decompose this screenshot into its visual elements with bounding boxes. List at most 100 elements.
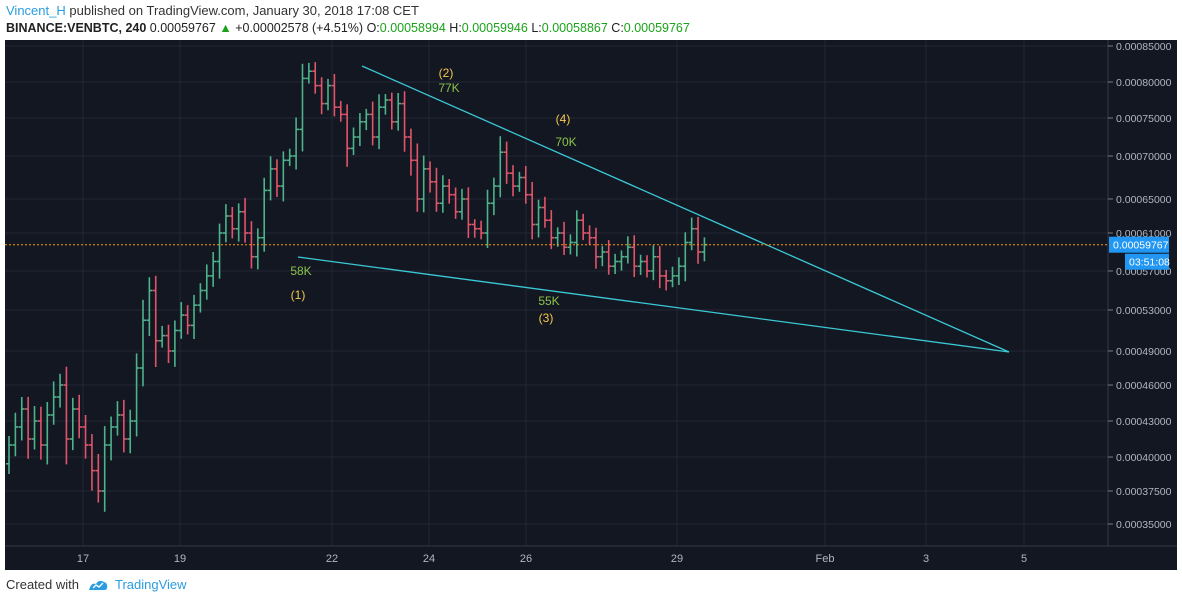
price-tick-label: 0.00065000 <box>1116 194 1172 206</box>
lower-trendline <box>297 256 1010 353</box>
up-bar <box>650 245 657 281</box>
ohlc-bars <box>6 62 708 512</box>
up-bar <box>618 250 625 271</box>
down-bar <box>25 396 32 459</box>
volume-label: 70K <box>555 135 576 149</box>
up-bar <box>356 113 363 147</box>
down-bar <box>273 159 280 197</box>
price-tick-label: 0.00040000 <box>1116 452 1172 464</box>
price-tick-label: 0.00080000 <box>1116 77 1172 89</box>
up-bar <box>171 320 178 367</box>
up-bar <box>612 253 619 274</box>
volume-label: 58K <box>290 264 311 278</box>
up-bar <box>420 155 427 213</box>
up-bar <box>261 177 268 252</box>
up-bar <box>675 257 682 285</box>
down-bar <box>605 240 612 275</box>
down-bar <box>331 73 338 117</box>
published-text: published on TradingView.com, January 30… <box>69 3 419 18</box>
volume-label: 55K <box>538 294 559 308</box>
price-tick-label: 0.00046000 <box>1116 380 1172 392</box>
up-bar <box>497 136 504 198</box>
down-bar <box>644 255 650 278</box>
wave-label: (3) <box>539 311 554 325</box>
up-bar <box>490 177 497 216</box>
up-bar <box>382 94 389 115</box>
down-bar <box>242 197 249 243</box>
up-bar <box>299 63 306 152</box>
up-bar <box>254 228 261 270</box>
down-bar <box>337 100 344 122</box>
up-bar <box>203 264 210 300</box>
down-bar <box>586 225 593 245</box>
current-price-tag <box>1109 236 1169 253</box>
time-axis[interactable]: 17 19 22 24 26 29 Feb 3 5 <box>77 553 1027 565</box>
close-label: C: <box>611 21 624 35</box>
down-bar <box>401 91 408 152</box>
up-bar <box>484 189 491 248</box>
up-bar <box>222 204 229 243</box>
up-bar <box>669 266 676 288</box>
publish-info: Vincent_H published on TradingView.com, … <box>6 3 419 18</box>
up-bar <box>458 188 465 220</box>
author-link[interactable]: Vincent_H <box>6 3 66 18</box>
up-bar <box>191 294 198 340</box>
time-tick-label: 5 <box>1021 553 1027 565</box>
price-tick-label: 0.00043000 <box>1116 416 1172 428</box>
up-bar <box>599 246 606 267</box>
up-bar <box>133 353 140 437</box>
down-bar <box>663 269 670 291</box>
symbol-info-bar: BINANCE:VENBTC, 240 0.00059767 ▲ +0.0000… <box>6 21 690 35</box>
down-bar <box>427 161 434 193</box>
time-tick-label: 17 <box>77 553 89 565</box>
down-bar <box>548 210 555 250</box>
down-bar <box>656 246 663 289</box>
down-bar <box>37 406 44 460</box>
down-bar <box>120 399 127 453</box>
low-label: L: <box>531 21 542 35</box>
down-bar <box>312 62 319 94</box>
down-bar <box>522 166 529 204</box>
down-bar <box>76 394 83 439</box>
price-tick-label: 0.00037500 <box>1116 486 1172 498</box>
price-axis-background[interactable] <box>1108 40 1177 546</box>
wave-label: (4) <box>556 112 571 126</box>
low-value: 0.00058867 <box>541 21 608 35</box>
up-bar <box>44 401 51 465</box>
up-bar <box>50 381 57 425</box>
down-bar <box>407 128 414 176</box>
price-chart[interactable]: (1) 58K (2)77K (3) 55K (4) 70K 0.00085000 0.000… <box>5 40 1177 570</box>
up-bar <box>637 254 644 275</box>
up-bar <box>363 108 370 131</box>
time-tick-label: 26 <box>520 553 532 565</box>
up-bar <box>286 148 293 167</box>
countdown-tag-text: 03:51:08 <box>1129 257 1170 269</box>
down-bar <box>369 101 376 146</box>
up-bar <box>573 210 580 257</box>
price-labels: 0.00059767 03:51:08 <box>1109 236 1170 270</box>
created-with-text: Created with <box>6 577 79 592</box>
down-bar <box>152 275 159 368</box>
up-bar <box>31 406 38 450</box>
price-tick-label: 0.00053000 <box>1116 305 1172 317</box>
time-tick-label: 19 <box>174 553 186 565</box>
up-bar <box>108 416 115 461</box>
down-bar <box>695 216 702 264</box>
up-bar <box>325 78 331 111</box>
tradingview-link[interactable]: TradingView <box>114 577 187 592</box>
down-bar <box>446 179 453 204</box>
upper-trendline <box>361 65 1010 353</box>
up-bar <box>139 299 146 387</box>
down-bar <box>561 221 568 255</box>
time-tick-label: 24 <box>423 553 435 565</box>
footer: Created with TradingView <box>6 577 187 592</box>
down-bar <box>248 221 255 269</box>
wave-annotations: (1) 58K (2)77K (3) 55K (4) 70K <box>290 66 576 325</box>
up-bar <box>146 277 153 336</box>
time-tick-label: 3 <box>923 553 929 565</box>
up-bar <box>57 373 64 408</box>
high-value: 0.00059946 <box>461 21 528 35</box>
up-bar <box>18 397 25 441</box>
up-bar <box>101 426 108 512</box>
price-tick-label: 0.00049000 <box>1116 346 1172 358</box>
